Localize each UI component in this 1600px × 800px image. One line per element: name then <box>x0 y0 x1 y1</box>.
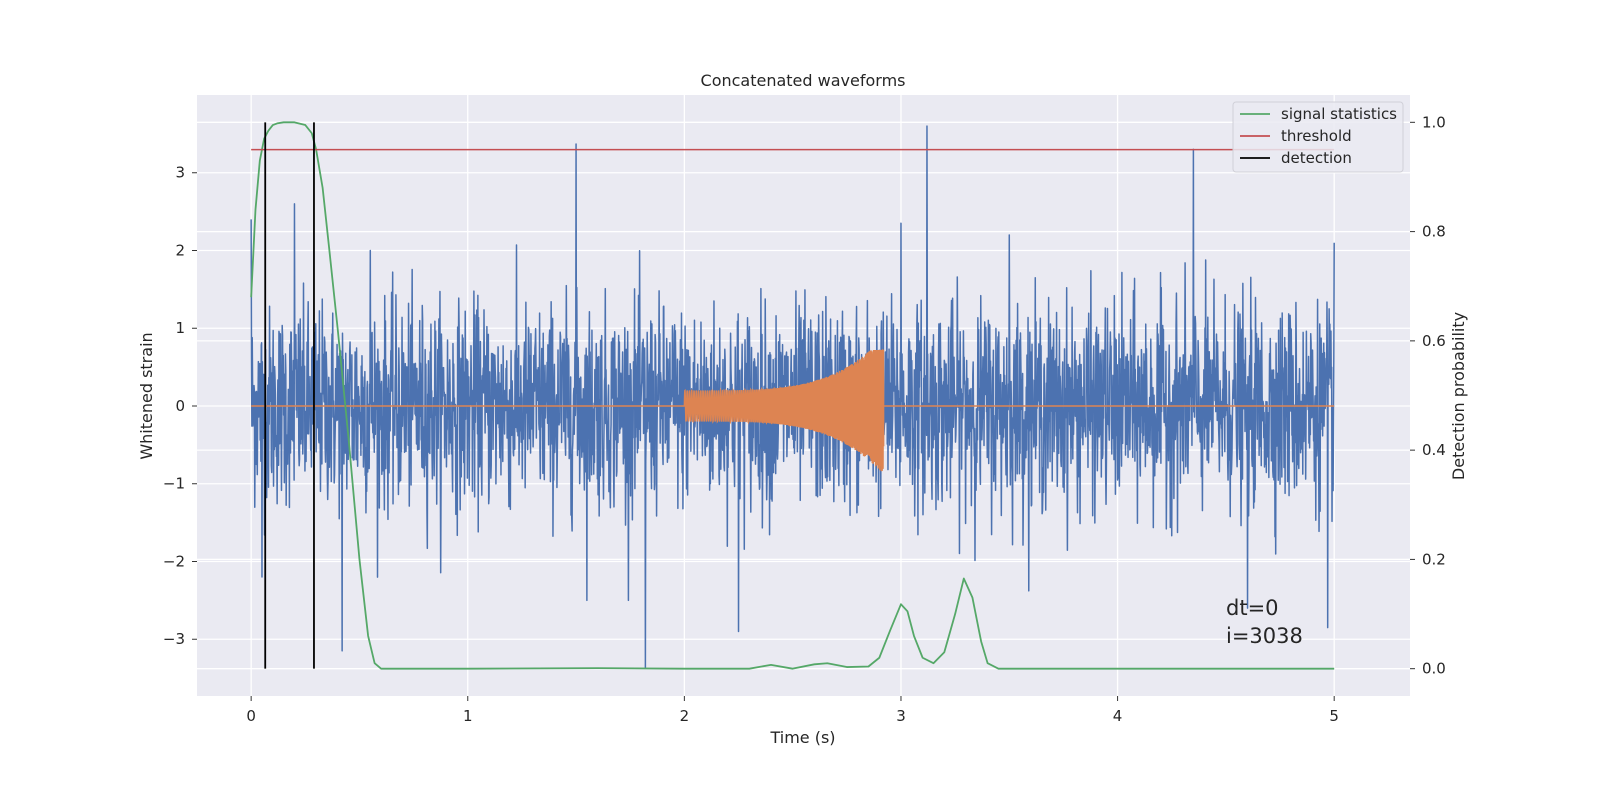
x-tick-label: 3 <box>896 707 906 725</box>
y-tick-label: 2 <box>175 241 185 259</box>
y-axis-label: Whitened strain <box>137 332 156 459</box>
y2-tick-label: 0.8 <box>1422 223 1446 241</box>
y2-tick-label: 0.2 <box>1422 550 1446 568</box>
legend-box <box>1232 101 1404 173</box>
y2-tick-label: 1.0 <box>1422 113 1446 131</box>
chart-title: Concatenated waveforms <box>701 71 906 90</box>
x-tick-label: 1 <box>463 707 473 725</box>
x-tick-label: 4 <box>1113 707 1123 725</box>
detection-series <box>264 122 315 669</box>
y2-axis-label: Detection probability <box>1449 312 1468 480</box>
y2-tick-label: 0.4 <box>1422 441 1446 459</box>
legend: signal statistics threshold detection <box>1232 101 1404 173</box>
signal-statistics-line <box>250 121 1335 670</box>
x-axis-label: Time (s) <box>769 728 835 747</box>
y-tick-label: 3 <box>175 164 185 182</box>
y2-tick-label: 0.0 <box>1422 660 1446 678</box>
y-tick-label: −1 <box>163 475 185 493</box>
x-tick-label: 0 <box>246 707 256 725</box>
y2-tick-label: 0.6 <box>1422 332 1446 350</box>
x-tick-label: 5 <box>1329 707 1339 725</box>
y-tick-label: −3 <box>163 630 185 648</box>
y-tick-label: 0 <box>175 397 185 415</box>
y-tick-label: 1 <box>175 319 185 337</box>
x-tick-label: 2 <box>680 707 690 725</box>
legend-label-detection: detection <box>1281 149 1352 167</box>
legend-label-threshold: threshold <box>1281 127 1352 145</box>
injection-series <box>251 349 1335 472</box>
signal-statistics-series <box>250 121 1335 670</box>
legend-label-statistics: signal statistics <box>1281 105 1397 123</box>
annotation-index: i=3038 <box>1226 624 1303 648</box>
axis-ticks: 0 1 2 3 4 5 −3 −2 −1 0 1 2 3 0.0 0.2 0.4 0.6 0.8 1.0 <box>163 113 1446 725</box>
injection-line <box>683 349 885 472</box>
annotation: dt=0 i=3038 <box>1226 596 1303 648</box>
annotation-dt: dt=0 <box>1226 596 1279 620</box>
y-tick-label: −2 <box>163 552 185 570</box>
